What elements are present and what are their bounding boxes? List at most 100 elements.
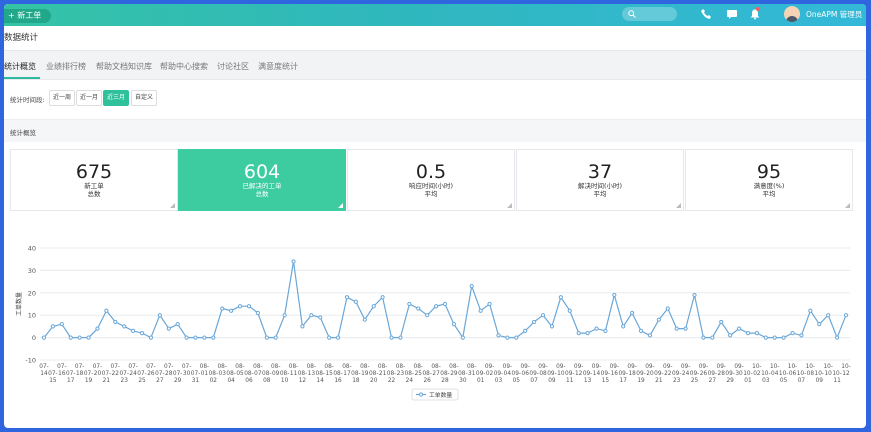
tab-leaderboard[interactable]: 业绩排行榜 bbox=[46, 62, 86, 71]
user-name[interactable]: OneAPM 管理员 bbox=[806, 10, 863, 19]
x-tick-label: 09- bbox=[494, 371, 503, 377]
x-tick-label: 23 bbox=[121, 378, 129, 384]
data-point bbox=[540, 313, 546, 318]
x-tick-label: 20 bbox=[646, 371, 654, 377]
data-point bbox=[549, 324, 555, 329]
x-tick-label: 07- bbox=[111, 364, 120, 370]
tab-satisfaction[interactable]: 满意度统计 bbox=[258, 62, 298, 71]
data-point bbox=[638, 328, 644, 333]
bell-icon[interactable] bbox=[749, 8, 761, 20]
tab-help-search[interactable]: 帮助中心搜索 bbox=[160, 62, 208, 71]
x-tick-label: 07- bbox=[75, 364, 84, 370]
data-point bbox=[166, 326, 171, 331]
x-tick-label: 09- bbox=[538, 364, 547, 370]
page-title: 数据统计 bbox=[4, 33, 39, 43]
data-point bbox=[843, 313, 849, 318]
data-point bbox=[451, 322, 457, 327]
stat-sublabel: 平均 bbox=[593, 190, 607, 198]
x-tick-label: 22 bbox=[388, 378, 396, 384]
x-tick-label: 09 bbox=[816, 378, 824, 384]
data-point bbox=[335, 335, 341, 340]
tab-bar: 统计概览 业绩排行榜 帮助文档知识库 帮助中心搜索 讨论社区 满意度统计 bbox=[4, 50, 866, 80]
x-tick-label: 17 bbox=[67, 378, 75, 384]
x-tick-label: 08- bbox=[253, 364, 262, 370]
x-tick-label: 07 bbox=[798, 378, 806, 384]
x-tick-label: 09- bbox=[618, 371, 627, 377]
x-tick-label: 08- bbox=[209, 371, 218, 377]
x-tick-label: 07 bbox=[530, 378, 538, 384]
x-tick-label: 08 bbox=[263, 378, 271, 384]
data-point bbox=[131, 328, 136, 333]
x-tick-label: 09- bbox=[681, 364, 690, 370]
x-tick-label: 12 bbox=[842, 371, 850, 377]
legend-label: 工单数量 bbox=[429, 391, 452, 399]
data-point bbox=[647, 333, 653, 338]
x-tick-label: 04 bbox=[771, 371, 779, 377]
phone-icon[interactable] bbox=[700, 8, 712, 20]
x-tick-label: 26 bbox=[700, 371, 708, 377]
x-tick-label: 05 bbox=[780, 378, 788, 384]
tab-overview[interactable]: 统计概览 bbox=[4, 62, 36, 71]
x-tick-label: 07- bbox=[102, 371, 111, 377]
data-point bbox=[122, 324, 127, 329]
stat-label: 响应时间(小时) bbox=[408, 182, 454, 190]
stat-label: 满意度(%) bbox=[753, 182, 785, 190]
x-tick-label: 08- bbox=[217, 364, 226, 370]
resize-corner-icon bbox=[676, 203, 681, 208]
data-point bbox=[728, 333, 733, 338]
x-tick-label: 06 bbox=[522, 371, 530, 377]
x-tick-label: 01 bbox=[744, 378, 752, 384]
x-tick-label: 09- bbox=[476, 371, 485, 377]
data-point bbox=[692, 292, 697, 298]
x-tick-label: 08- bbox=[440, 371, 449, 377]
x-tick-label: 08- bbox=[449, 364, 458, 370]
x-tick-label: 07- bbox=[66, 371, 75, 377]
filter-three-months-button[interactable]: 近三月 bbox=[103, 90, 130, 106]
stat-value: 37 bbox=[587, 161, 613, 183]
new-ticket-button[interactable]: + 新工单 bbox=[4, 9, 52, 23]
x-tick-label: 24 bbox=[682, 371, 690, 377]
x-tick-label: 22 bbox=[664, 371, 672, 377]
stat-value: 95 bbox=[756, 161, 782, 183]
data-point bbox=[362, 317, 367, 322]
stat-value: 675 bbox=[75, 161, 113, 183]
data-point bbox=[594, 326, 599, 331]
resize-corner-icon bbox=[338, 203, 343, 208]
data-point bbox=[469, 283, 474, 289]
x-tick-label: 08- bbox=[405, 371, 414, 377]
resize-corner-icon bbox=[170, 203, 175, 208]
stat-sublabel: 总数 bbox=[255, 190, 269, 198]
data-point bbox=[478, 308, 483, 313]
avatar[interactable] bbox=[784, 6, 800, 22]
x-tick-label: 19 bbox=[637, 378, 645, 384]
x-tick-label: 08- bbox=[235, 364, 244, 370]
data-point bbox=[407, 301, 412, 307]
data-point bbox=[701, 335, 706, 340]
stat-sublabel: 平均 bbox=[762, 190, 776, 198]
chat-icon[interactable] bbox=[726, 8, 738, 20]
filter-week-button[interactable]: 近一周 bbox=[49, 90, 76, 106]
x-tick-label: 09- bbox=[654, 371, 663, 377]
x-tick-label: 09 bbox=[548, 378, 556, 384]
x-tick-label: 08- bbox=[467, 364, 476, 370]
data-point bbox=[826, 313, 831, 318]
x-tick-label: 24 bbox=[406, 378, 414, 384]
x-tick-label: 08- bbox=[422, 371, 431, 377]
filter-month-button[interactable]: 近一月 bbox=[76, 90, 103, 106]
x-tick-label: 03 bbox=[762, 378, 770, 384]
data-point bbox=[59, 322, 64, 327]
tab-community[interactable]: 讨论社区 bbox=[217, 62, 249, 71]
filter-custom-button[interactable]: 自定义 bbox=[131, 90, 158, 106]
x-tick-label: 09- bbox=[601, 371, 610, 377]
data-point bbox=[656, 317, 661, 322]
x-tick-label: 07- bbox=[93, 364, 102, 370]
x-tick-label: 09- bbox=[503, 364, 512, 370]
search-input[interactable] bbox=[622, 7, 677, 21]
x-tick-label: 08- bbox=[307, 364, 316, 370]
data-point bbox=[612, 292, 617, 298]
stat-card-resolution-time: 37 解决时间(小时) 平均 bbox=[516, 149, 684, 211]
app-window: + 新工单 OneAPM 管理员 数据统计 统计概览 业绩排行榜 帮助文档知识库… bbox=[4, 4, 866, 428]
x-tick-label: 21 bbox=[103, 378, 111, 384]
data-point bbox=[309, 313, 314, 318]
tab-knowledge-base[interactable]: 帮助文档知识库 bbox=[96, 62, 152, 71]
